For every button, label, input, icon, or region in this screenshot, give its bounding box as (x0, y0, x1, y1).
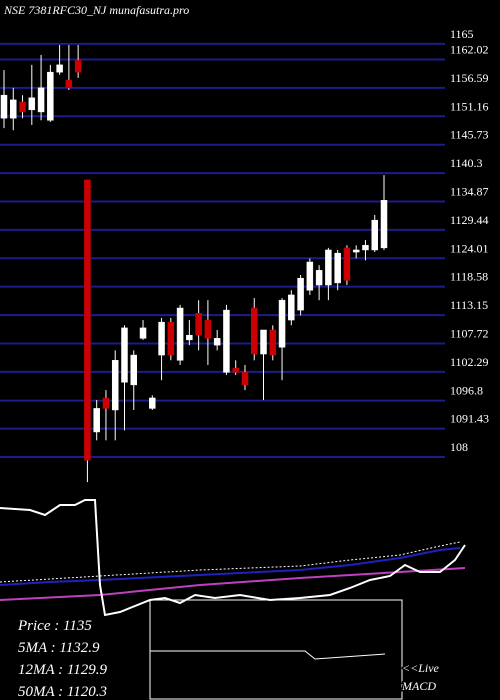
y-tick-label: 1102.29 (450, 355, 489, 369)
candle-body (121, 327, 128, 383)
candle-body (269, 329, 277, 356)
indicator-panel (0, 499, 466, 700)
candle-body (10, 99, 17, 119)
y-tick-label: 1145.73 (450, 128, 489, 142)
candle-body (380, 200, 388, 249)
macd-dots (0, 541, 461, 583)
candle-body (111, 360, 119, 411)
candle-body (362, 245, 369, 251)
y-tick-label: 1140.3 (450, 156, 483, 170)
price-line (0, 499, 466, 617)
candle-body (56, 64, 63, 73)
candle-body (139, 327, 147, 339)
candle-body (241, 372, 249, 386)
y-tick-label: 1129.44 (450, 213, 489, 227)
candle-body (315, 270, 323, 286)
candle-body (158, 321, 165, 356)
candle-body (19, 101, 26, 113)
candle-body (297, 277, 304, 311)
candle-body (352, 249, 360, 253)
candle-body (195, 312, 202, 336)
y-tick-label: 1113.15 (450, 298, 488, 312)
candle-body (149, 397, 156, 409)
y-tick-label: 1162.02 (450, 43, 489, 57)
y-tick-label: 1124.01 (450, 241, 489, 255)
info-price: Price : 1135 (17, 618, 92, 634)
candle-body (232, 367, 239, 373)
info-5ma: 5MA : 1132.9 (18, 640, 100, 656)
candle-body (288, 294, 295, 321)
macd-label: MACD (401, 679, 436, 693)
candle-body (213, 338, 221, 346)
candle-body (0, 94, 8, 119)
candle-body (260, 329, 267, 355)
y-tick-label: 1096.8 (450, 384, 483, 398)
candle-body (93, 408, 100, 433)
info-12ma: 12MA : 1129.9 (18, 662, 108, 678)
candle-body (84, 179, 91, 461)
candle-body (130, 354, 138, 386)
candle-body (278, 299, 286, 348)
candle-body (74, 59, 82, 73)
candle-body (371, 219, 378, 251)
candle-body (28, 97, 36, 111)
candle-body (334, 252, 341, 284)
candle-body (37, 87, 45, 113)
macd-line (0, 547, 461, 586)
candle-body (167, 321, 175, 356)
candle-body (65, 79, 73, 89)
candle-body (47, 71, 54, 121)
candle-body (325, 249, 332, 286)
macd-histogram-line (150, 650, 386, 660)
candle-body (223, 309, 230, 373)
candle-body (204, 319, 212, 339)
y-tick-label: 1165 (450, 27, 474, 41)
y-tick-label: 1107.72 (450, 326, 489, 340)
macd-signal (0, 567, 466, 601)
candle-body (306, 261, 314, 291)
candle-body (186, 334, 193, 341)
y-tick-label: 1134.87 (450, 184, 489, 198)
macd-label: <<Live (402, 661, 440, 675)
candle-body (176, 307, 184, 361)
macd-box (149, 599, 403, 700)
chart-title: NSE 7381RFC30_NJ munafasutra.pro (3, 3, 189, 17)
y-tick-label: 1156.59 (450, 71, 489, 85)
candle-body (343, 247, 351, 281)
candle-body (102, 397, 110, 409)
info-50ma: 50MA : 1120.3 (18, 684, 107, 700)
y-tick-label: 1151.16 (450, 99, 489, 113)
candle-body (250, 307, 258, 355)
y-tick-label: 1118.58 (450, 270, 488, 284)
y-tick-label: 108 (450, 440, 468, 454)
y-tick-label: 1091.43 (450, 412, 489, 426)
